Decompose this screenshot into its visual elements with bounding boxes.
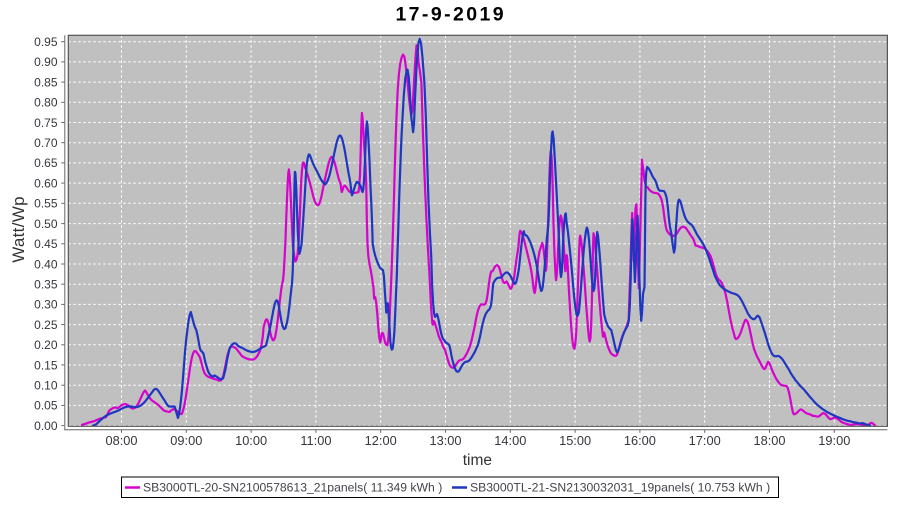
svg-text:08:00: 08:00: [105, 433, 137, 448]
svg-text:0.10: 0.10: [34, 379, 58, 393]
svg-text:0.05: 0.05: [34, 399, 58, 413]
svg-text:17-9-2019: 17-9-2019: [395, 3, 506, 25]
svg-text:0.85: 0.85: [34, 75, 58, 89]
svg-text:15:00: 15:00: [559, 433, 591, 448]
svg-text:18:00: 18:00: [753, 433, 785, 448]
svg-text:0.40: 0.40: [34, 257, 58, 271]
svg-text:19:00: 19:00: [818, 433, 850, 448]
svg-text:10:00: 10:00: [235, 433, 267, 448]
svg-text:14:00: 14:00: [494, 433, 526, 448]
svg-text:0.75: 0.75: [34, 116, 58, 130]
svg-text:0.65: 0.65: [34, 156, 58, 170]
svg-text:0.70: 0.70: [34, 136, 58, 150]
svg-text:0.45: 0.45: [34, 237, 58, 251]
svg-text:Watt/Wp: Watt/Wp: [9, 196, 28, 263]
svg-text:17:00: 17:00: [689, 433, 721, 448]
svg-text:0.55: 0.55: [34, 197, 58, 211]
svg-text:0.35: 0.35: [34, 278, 58, 292]
svg-text:13:00: 13:00: [429, 433, 461, 448]
svg-text:SB3000TL-21-SN2130032031_19pan: SB3000TL-21-SN2130032031_19panels( 10.75…: [470, 481, 770, 495]
svg-text:16:00: 16:00: [624, 433, 656, 448]
svg-text:0.15: 0.15: [34, 358, 58, 372]
svg-text:0.20: 0.20: [34, 338, 58, 352]
svg-text:0.80: 0.80: [34, 96, 58, 110]
svg-text:09:00: 09:00: [170, 433, 202, 448]
svg-text:0.00: 0.00: [34, 419, 58, 433]
svg-text:SB3000TL-20-SN2100578613_21pan: SB3000TL-20-SN2100578613_21panels( 11.34…: [143, 481, 442, 495]
svg-text:0.90: 0.90: [34, 55, 58, 69]
svg-text:0.95: 0.95: [34, 35, 58, 49]
svg-text:0.30: 0.30: [34, 298, 58, 312]
svg-text:0.60: 0.60: [34, 176, 58, 190]
svg-text:11:00: 11:00: [300, 433, 331, 448]
svg-text:time: time: [463, 452, 492, 469]
svg-text:0.25: 0.25: [34, 318, 58, 332]
svg-text:0.50: 0.50: [34, 217, 58, 231]
svg-text:12:00: 12:00: [365, 433, 397, 448]
